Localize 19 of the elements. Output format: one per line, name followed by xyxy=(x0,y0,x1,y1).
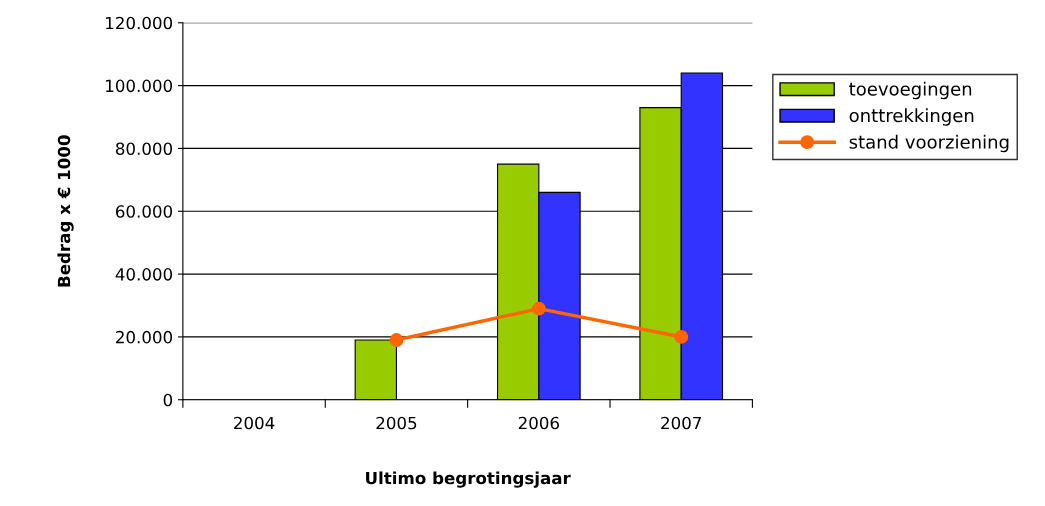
point xyxy=(531,301,546,316)
legend-label: onttrekkingen xyxy=(849,108,974,126)
x-axis-title: Ultimo begrotingsjaar xyxy=(366,471,571,488)
x-tick-label: 2005 xyxy=(376,416,417,430)
y-tick-label: 0 xyxy=(163,393,173,407)
point xyxy=(389,333,404,347)
point xyxy=(674,329,689,344)
x-tick-label: 2004 xyxy=(234,416,275,430)
x-tick-label: 2006 xyxy=(518,416,559,430)
y-tick-label: 20.000 xyxy=(116,330,173,344)
y-axis-title: Bedrag x € 1000 xyxy=(57,135,74,287)
legend-label: toevoegingen xyxy=(849,81,972,100)
x-tick-label: 2007 xyxy=(661,416,701,430)
y-tick-label: 80.000 xyxy=(115,142,173,155)
y-tick-label: 60.000 xyxy=(116,205,173,218)
y-tick-label: 120.000 xyxy=(106,16,173,30)
y-tick-label: 40.000 xyxy=(115,268,173,281)
y-tick-label: 100.000 xyxy=(106,79,173,93)
legend-label: stand voorziening xyxy=(849,134,1009,153)
